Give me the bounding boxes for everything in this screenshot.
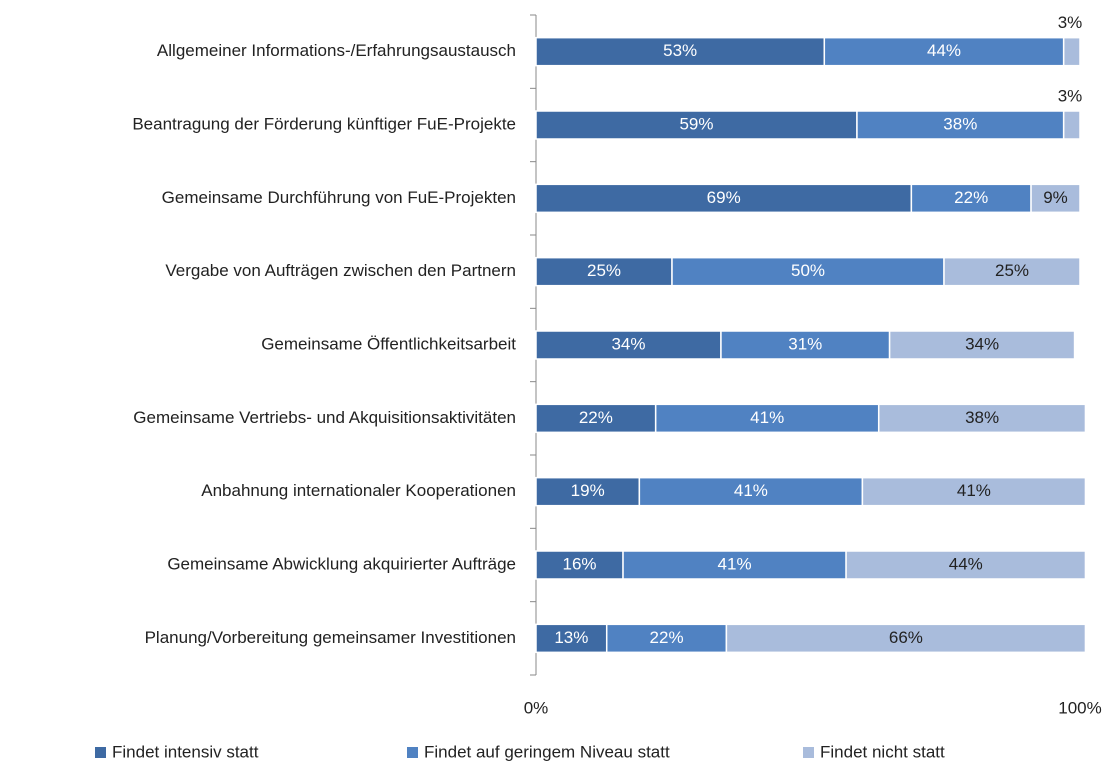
x-tick-label: 100% bbox=[1058, 698, 1101, 717]
data-label: 25% bbox=[587, 261, 621, 280]
data-label: 59% bbox=[679, 114, 713, 133]
data-label: 25% bbox=[995, 261, 1029, 280]
bar-segment bbox=[1062, 110, 1081, 140]
category-label: Gemeinsame Durchführung von FuE-Projekte… bbox=[162, 188, 516, 207]
data-label: 38% bbox=[943, 114, 977, 133]
legend-swatch bbox=[95, 747, 106, 758]
category-label: Gemeinsame Öffentlichkeitsarbeit bbox=[261, 334, 516, 353]
category-label: Beantragung der Förderung künftiger FuE-… bbox=[132, 114, 516, 133]
bar-segment bbox=[638, 476, 864, 507]
data-label: 31% bbox=[788, 334, 822, 353]
data-label: 22% bbox=[954, 188, 988, 207]
bar-segment bbox=[535, 623, 608, 654]
bar-segment bbox=[845, 550, 1087, 580]
bar-segment bbox=[535, 403, 657, 434]
data-label: 50% bbox=[791, 261, 825, 280]
data-label: 69% bbox=[707, 188, 741, 207]
category-label: Planung/Vorbereitung gemeinsamer Investi… bbox=[145, 628, 516, 647]
legend-label: Findet auf geringem Niveau statt bbox=[424, 742, 670, 761]
data-label: 34% bbox=[965, 334, 999, 353]
data-label: 3% bbox=[1058, 86, 1083, 105]
bar-segment bbox=[535, 330, 722, 360]
data-label: 41% bbox=[957, 481, 991, 500]
bar-segment bbox=[823, 36, 1065, 67]
category-label: Anbahnung internationaler Kooperationen bbox=[201, 481, 516, 500]
data-label: 66% bbox=[889, 628, 923, 647]
bar-segment bbox=[720, 330, 891, 360]
data-label: 3% bbox=[1058, 13, 1083, 32]
bar-segment bbox=[1062, 36, 1081, 67]
bar-segment bbox=[622, 550, 847, 580]
legend-label: Findet intensiv statt bbox=[112, 742, 259, 761]
bar-segment bbox=[861, 476, 1087, 507]
bar-segment bbox=[605, 623, 728, 654]
data-label: 22% bbox=[650, 628, 684, 647]
bar-segment bbox=[888, 330, 1076, 360]
bar-segment bbox=[856, 110, 1065, 140]
category-label: Gemeinsame Abwicklung akquirierter Auftr… bbox=[167, 554, 516, 573]
x-tick-label: 0% bbox=[524, 698, 549, 717]
data-label: 34% bbox=[611, 334, 645, 353]
bar-segment bbox=[535, 550, 624, 580]
legend-label: Findet nicht statt bbox=[820, 742, 945, 761]
data-label: 22% bbox=[579, 408, 613, 427]
data-label: 38% bbox=[965, 408, 999, 427]
data-label: 16% bbox=[563, 554, 597, 573]
data-label: 41% bbox=[718, 554, 752, 573]
data-label: 41% bbox=[734, 481, 768, 500]
bar-segment bbox=[671, 256, 945, 287]
data-label: 44% bbox=[927, 41, 961, 60]
bar-segment bbox=[654, 403, 880, 434]
category-label: Allgemeiner Informations-/Erfahrungsaust… bbox=[157, 41, 516, 60]
data-label: 19% bbox=[571, 481, 605, 500]
category-label: Vergabe von Aufträgen zwischen den Partn… bbox=[165, 261, 516, 280]
legend-swatch bbox=[407, 747, 418, 758]
legend-swatch bbox=[803, 747, 814, 758]
bar-segment bbox=[725, 623, 1087, 654]
data-label: 13% bbox=[554, 628, 588, 647]
data-label: 53% bbox=[663, 41, 697, 60]
bar-segment bbox=[535, 36, 826, 67]
bar-segment bbox=[910, 183, 1032, 214]
data-label: 41% bbox=[750, 408, 784, 427]
bar-segment bbox=[1030, 183, 1081, 214]
category-label: Gemeinsame Vertriebs- und Akquisitionsak… bbox=[133, 408, 516, 427]
bar-segment bbox=[877, 403, 1087, 434]
data-label: 9% bbox=[1043, 188, 1068, 207]
data-label: 44% bbox=[949, 554, 983, 573]
bar-segment bbox=[535, 476, 641, 507]
bar-segment bbox=[535, 183, 913, 214]
bar-segment bbox=[943, 256, 1081, 287]
